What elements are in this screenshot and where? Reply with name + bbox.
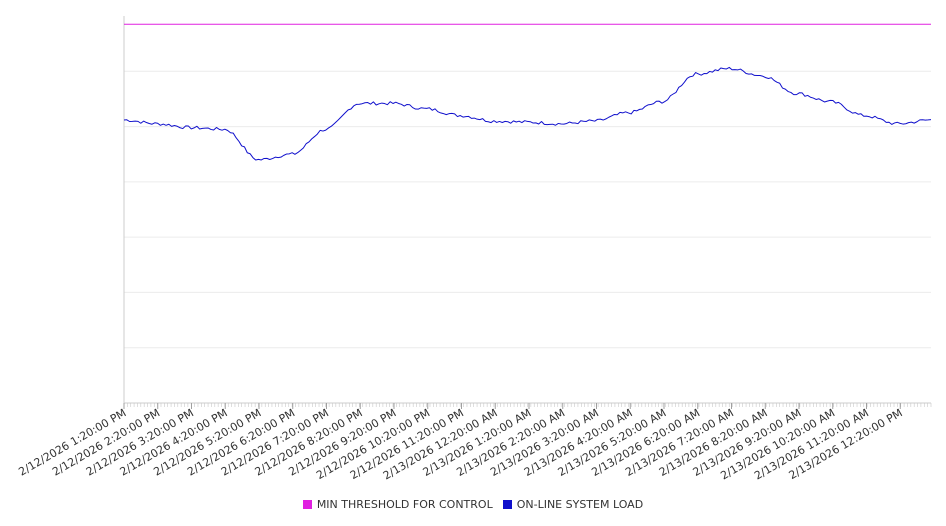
- axes: [123, 16, 931, 404]
- legend-swatch-min-threshold: [302, 500, 312, 509]
- legend-item-system-load[interactable]: ON-LINE SYSTEM LOAD: [502, 498, 644, 511]
- legend: MIN THRESHOLD FOR CONTROL ON-LINE SYSTEM…: [0, 498, 946, 511]
- legend-swatch-system-load: [502, 500, 512, 509]
- x-axis-ticks: 2/12/2026 1:20:00 PM2/12/2026 2:20:00 PM…: [16, 403, 932, 483]
- legend-label-system-load: ON-LINE SYSTEM LOAD: [516, 498, 644, 511]
- grid-lines: [124, 70, 931, 349]
- series-lines: [123, 23, 932, 161]
- series-line-1[interactable]: [123, 66, 932, 161]
- legend-item-min-threshold[interactable]: MIN THRESHOLD FOR CONTROL: [302, 498, 493, 511]
- legend-label-min-threshold: MIN THRESHOLD FOR CONTROL: [316, 498, 493, 511]
